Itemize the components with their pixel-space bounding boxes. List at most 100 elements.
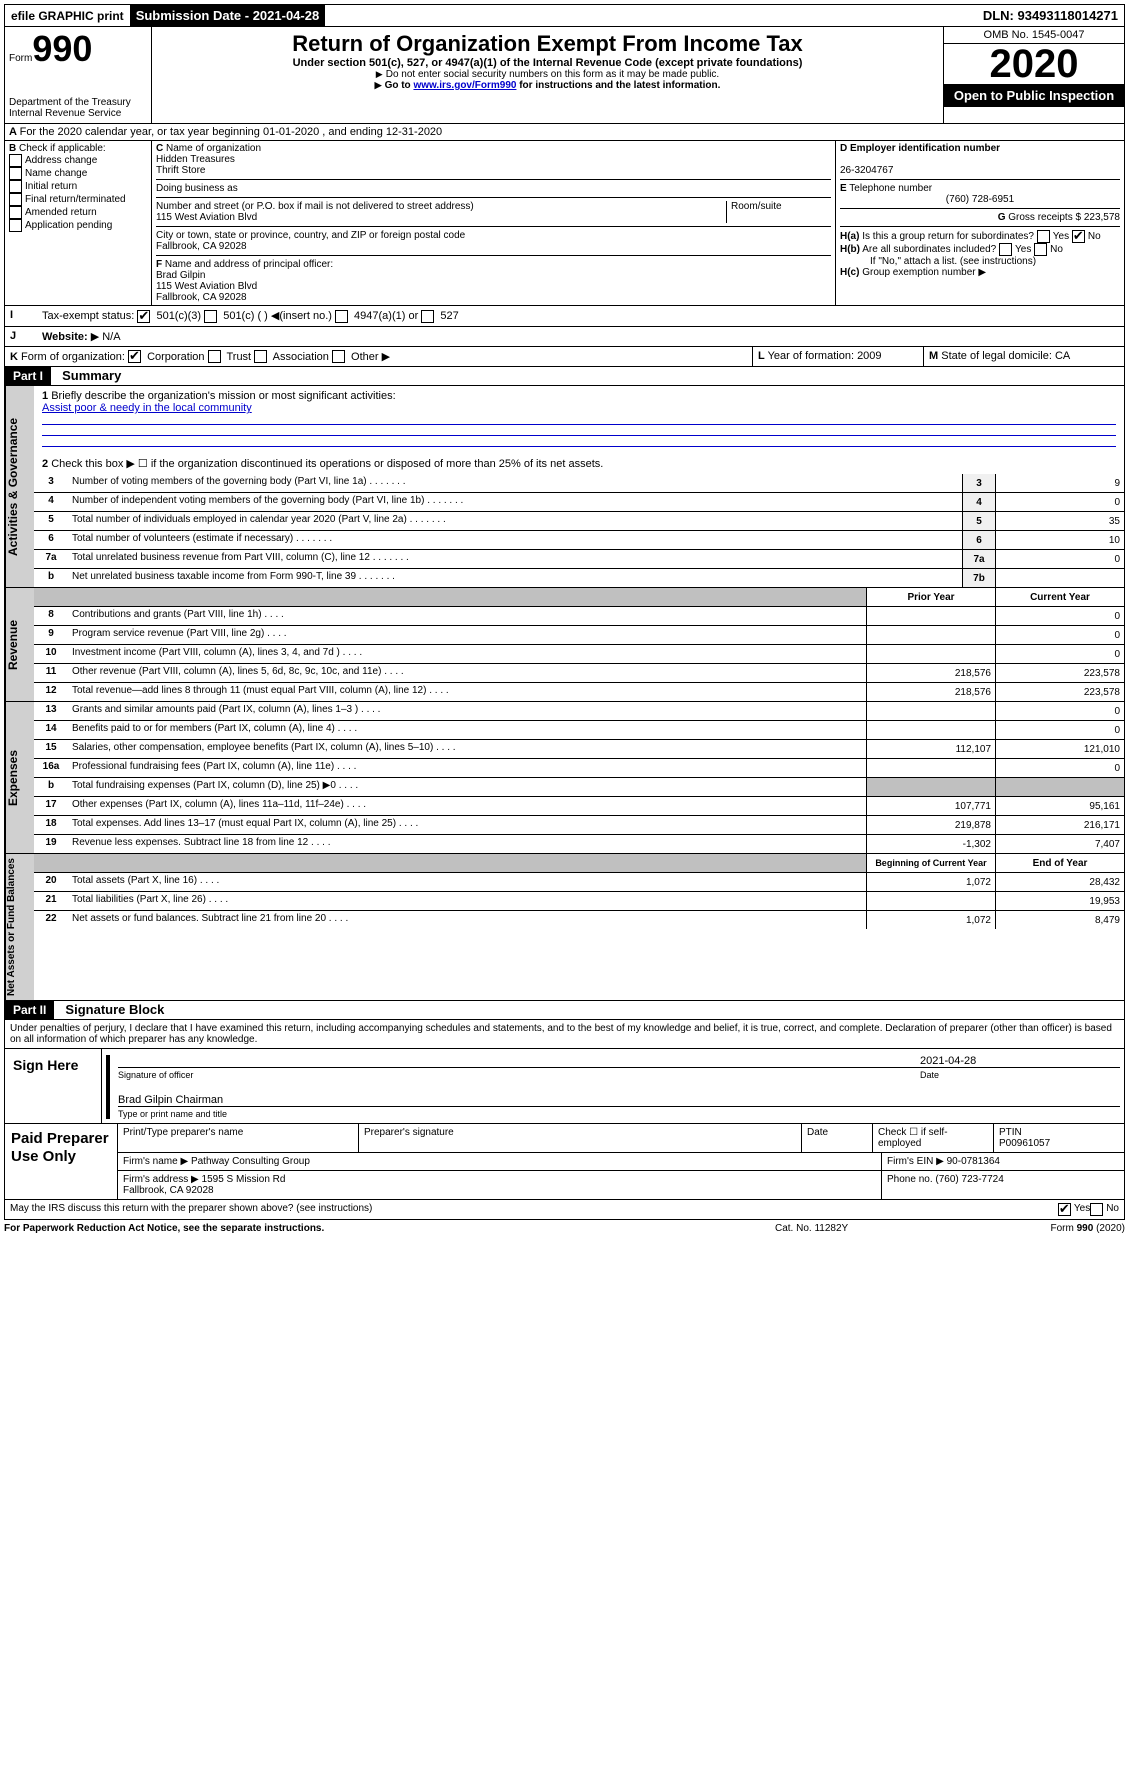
- gov-row: 5 Total number of individuals employed i…: [34, 512, 1124, 531]
- preparer-name-label: Print/Type preparer's name: [118, 1124, 359, 1152]
- line-a: A For the 2020 calendar year, or tax yea…: [4, 124, 1125, 141]
- row-j: J Website: ▶ N/A: [4, 327, 1125, 347]
- gov-row: 7a Total unrelated business revenue from…: [34, 550, 1124, 569]
- self-employed-check[interactable]: Check ☐ if self-employed: [873, 1124, 994, 1152]
- dept-treasury: Department of the Treasury: [9, 97, 147, 108]
- dept-irs: Internal Revenue Service: [9, 108, 147, 119]
- cb-4947[interactable]: [335, 310, 348, 323]
- checkbox-name-change[interactable]: [9, 167, 22, 180]
- cb-trust[interactable]: [208, 350, 221, 363]
- side-revenue: Revenue: [5, 588, 34, 701]
- ha-no[interactable]: [1072, 230, 1085, 243]
- form-footer: For Paperwork Reduction Act Notice, see …: [4, 1220, 1125, 1237]
- side-expenses: Expenses: [5, 702, 34, 853]
- cb-527[interactable]: [421, 310, 434, 323]
- form-title: Return of Organization Exempt From Incom…: [156, 31, 939, 57]
- discuss-no[interactable]: [1090, 1203, 1103, 1216]
- cat-no: Cat. No. 11282Y: [775, 1223, 975, 1234]
- date-label: Date: [920, 1070, 1120, 1080]
- cb-501c3[interactable]: [137, 310, 150, 323]
- ptin-value: P00961057: [999, 1138, 1050, 1149]
- checkbox-initial-return[interactable]: [9, 180, 22, 193]
- city-state-zip: Fallbrook, CA 92028: [156, 241, 247, 252]
- state-domicile: CA: [1055, 350, 1070, 362]
- part2-tag: Part II: [5, 1001, 54, 1019]
- year-formation: 2009: [857, 350, 881, 362]
- subtitle-2: Do not enter social security numbers on …: [156, 69, 939, 80]
- perjury-statement: Under penalties of perjury, I declare th…: [4, 1020, 1125, 1049]
- dba-label: Doing business as: [156, 183, 238, 194]
- line2-text: Check this box ▶ ☐ if the organization d…: [51, 458, 603, 470]
- street-address: 115 West Aviation Blvd: [156, 212, 257, 223]
- mission-label: Briefly describe the organization's miss…: [51, 390, 395, 402]
- data-row: 21 Total liabilities (Part X, line 26) .…: [34, 892, 1124, 911]
- cb-other[interactable]: [332, 350, 345, 363]
- discuss-yes[interactable]: [1058, 1203, 1071, 1216]
- cb-501c[interactable]: [204, 310, 217, 323]
- firm-phone: (760) 723-7724: [935, 1174, 1003, 1185]
- irs-link[interactable]: www.irs.gov/Form990: [413, 80, 516, 91]
- checkbox-address-change[interactable]: [9, 154, 22, 167]
- room-suite-label: Room/suite: [726, 201, 831, 223]
- officer-addr1: 115 West Aviation Blvd: [156, 281, 257, 292]
- gov-row: b Net unrelated business taxable income …: [34, 569, 1124, 587]
- firm-addr2: Fallbrook, CA 92028: [123, 1185, 214, 1196]
- goto-prefix: Go to: [375, 80, 414, 91]
- sign-here-block: Sign Here 2021-04-28 Signature of office…: [4, 1049, 1125, 1124]
- paperwork-notice: For Paperwork Reduction Act Notice, see …: [4, 1223, 775, 1234]
- website-value: N/A: [102, 331, 120, 343]
- firm-name-label: Firm's name: [123, 1156, 178, 1167]
- hb-yes[interactable]: [999, 243, 1012, 256]
- ein-value: 26-3204767: [840, 165, 893, 176]
- part2-title: Signature Block: [57, 1002, 164, 1017]
- cb-assoc[interactable]: [254, 350, 267, 363]
- cb-corp[interactable]: [128, 350, 141, 363]
- side-governance: Activities & Governance: [5, 386, 34, 587]
- gov-row: 3 Number of voting members of the govern…: [34, 474, 1124, 493]
- check-applicable-label: Check if applicable:: [19, 143, 106, 154]
- print-name-label: Type or print name and title: [118, 1109, 1120, 1119]
- tax-status-label: Tax-exempt status:: [42, 310, 134, 322]
- checkbox-amended[interactable]: [9, 206, 22, 219]
- checkbox-final-return[interactable]: [9, 193, 22, 206]
- entity-block: B Check if applicable: Address change Na…: [4, 141, 1125, 306]
- ha-yes[interactable]: [1037, 230, 1050, 243]
- data-row: 11 Other revenue (Part VIII, column (A),…: [34, 664, 1124, 683]
- part1-title: Summary: [54, 368, 121, 383]
- efile-link[interactable]: efile GRAPHIC print: [5, 6, 130, 26]
- firm-addr1: 1595 S Mission Rd: [202, 1174, 286, 1185]
- org-name-label: Name of organization: [166, 143, 261, 154]
- paid-preparer-label: Paid Preparer Use Only: [5, 1124, 118, 1199]
- top-bar: efile GRAPHIC print Submission Date - 20…: [4, 4, 1125, 27]
- governance-section: Activities & Governance 1 Briefly descri…: [4, 386, 1125, 588]
- part1-tag: Part I: [5, 367, 51, 385]
- officer-name: Brad Gilpin: [156, 270, 205, 281]
- firm-ein-label: Firm's EIN: [887, 1156, 933, 1167]
- form-number: 990: [32, 28, 92, 69]
- row-k: K Form of organization: Corporation Trus…: [4, 347, 1125, 368]
- preparer-sig-label: Preparer's signature: [359, 1124, 802, 1152]
- checkbox-pending[interactable]: [9, 219, 22, 232]
- hc-label: Group exemption number: [862, 267, 975, 278]
- netassets-section: Net Assets or Fund Balances Beginning of…: [4, 854, 1125, 1001]
- year-formation-label: Year of formation:: [768, 350, 854, 362]
- data-row: 8 Contributions and grants (Part VIII, l…: [34, 607, 1124, 626]
- tax-year: 2020: [944, 44, 1124, 84]
- data-row: 9 Program service revenue (Part VIII, li…: [34, 626, 1124, 645]
- officer-addr2: Fallbrook, CA 92028: [156, 292, 247, 303]
- gross-label: Gross receipts $: [1008, 212, 1081, 223]
- org-name-2: Thrift Store: [156, 165, 205, 176]
- dln: DLN: 93493118014271: [977, 5, 1124, 26]
- officer-name-title: Brad Gilpin Chairman: [118, 1094, 223, 1106]
- hb-no[interactable]: [1034, 243, 1047, 256]
- city-label: City or town, state or province, country…: [156, 230, 465, 241]
- addr-label: Number and street (or P.O. box if mail i…: [156, 201, 474, 212]
- firm-name: Pathway Consulting Group: [191, 1156, 310, 1167]
- firm-ein: 90-0781364: [947, 1156, 1000, 1167]
- form-prefix: Form: [9, 53, 32, 64]
- form-version: Form 990 (2020): [975, 1223, 1125, 1234]
- goto-suffix: for instructions and the latest informat…: [516, 80, 720, 91]
- data-row: 19 Revenue less expenses. Subtract line …: [34, 835, 1124, 853]
- submission-date: Submission Date - 2021-04-28: [130, 5, 326, 26]
- discuss-row: May the IRS discuss this return with the…: [4, 1200, 1125, 1220]
